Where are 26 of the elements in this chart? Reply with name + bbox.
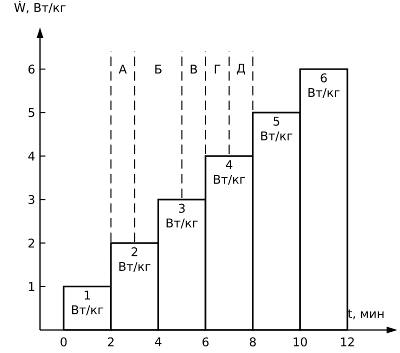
y-axis-title: Ẇ, Вт/кг <box>14 0 66 14</box>
y-tick-label: 1 <box>28 282 34 291</box>
y-tick-label: 6 <box>28 64 35 74</box>
y-tick-label: 4 <box>28 152 35 160</box>
annotation: Д <box>236 64 246 74</box>
annotation: Г <box>214 64 220 74</box>
data-label: 5 Вт/кг <box>261 116 292 142</box>
data-label: 2 Вт/кг <box>119 247 150 272</box>
data-label: 6 Вт/кг <box>308 73 340 98</box>
x-tick-label: 4 <box>154 337 162 346</box>
data-label: 3 Вт/кг <box>166 204 198 228</box>
y-tick-label: 2 <box>28 238 34 248</box>
y-tick-label: 3 <box>28 195 34 204</box>
data-label: 4 Вт/кг <box>214 160 245 185</box>
x-tick-label: 0 <box>60 337 67 346</box>
annotation: Б <box>155 64 162 74</box>
x-tick-label: 10 <box>294 337 307 346</box>
x-tick-label: 2 <box>108 337 114 346</box>
x-tick-label: 8 <box>250 337 256 346</box>
annotation: В <box>190 64 197 74</box>
x-tick-label: 12 <box>341 337 354 346</box>
annotation: А <box>118 64 127 74</box>
x-tick-label: 6 <box>202 337 209 346</box>
y-tick-label: 5 <box>28 108 34 118</box>
data-label: 1 Вт/кг <box>72 290 104 316</box>
x-axis-title: t, мин <box>348 309 384 320</box>
